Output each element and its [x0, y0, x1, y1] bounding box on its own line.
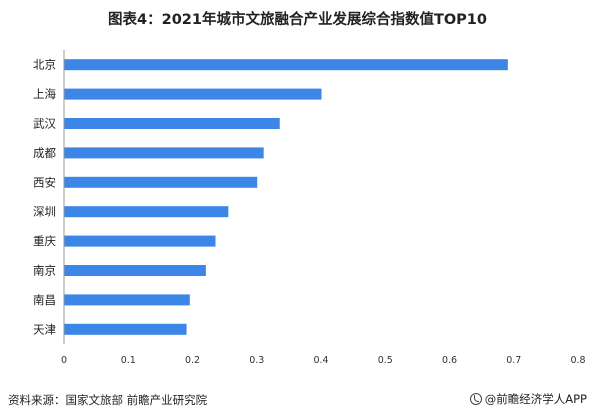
- chart-title: 图表4：2021年城市文旅融合产业发展综合指数值TOP10: [108, 12, 487, 28]
- bar-10: [64, 323, 187, 335]
- bar-8: [64, 265, 206, 276]
- bar-3: [64, 118, 280, 129]
- x-tick-label: 0.6: [442, 355, 457, 366]
- category-label: 南京: [33, 264, 56, 278]
- x-tick-label: 0.3: [249, 355, 264, 366]
- bar-5: [64, 176, 258, 188]
- category-label: 武汉: [33, 117, 56, 131]
- x-tick-label: 0.5: [378, 355, 393, 366]
- x-tick-label: 0.7: [506, 355, 521, 366]
- x-axis-ticks: 0 0.1 0.2 0.3 0.4 0.5 0.6 0.7 0.8: [61, 355, 586, 366]
- brand-text: @前瞻经济学人APP: [484, 392, 587, 406]
- bar-4: [64, 147, 264, 159]
- bar-1: [64, 59, 508, 71]
- category-label: 成都: [33, 146, 56, 160]
- x-tick-label: 0.2: [185, 355, 200, 366]
- x-tick-label: 0.8: [570, 355, 585, 366]
- brand-credit: @前瞻经济学人APP: [469, 391, 587, 407]
- x-tick-label: 0.4: [313, 355, 328, 366]
- category-label: 北京: [33, 58, 56, 72]
- x-tick-label: 0: [61, 355, 67, 366]
- bar-9: [64, 294, 190, 306]
- category-label: 南昌: [33, 293, 56, 307]
- category-label: 天津: [33, 322, 56, 336]
- x-tick-label: 0.1: [121, 355, 136, 366]
- category-label: 上海: [33, 87, 56, 101]
- category-label: 重庆: [33, 234, 56, 248]
- bar-layer: [64, 59, 508, 335]
- source-note: 资料来源：国家文旅部 前瞻产业研究院: [8, 393, 208, 407]
- bar-6: [64, 206, 229, 218]
- bar-2: [64, 88, 322, 100]
- category-label: 深圳: [33, 205, 56, 219]
- brand-logo-icon: [469, 393, 482, 405]
- category-label: 西安: [33, 175, 56, 189]
- bar-7: [64, 235, 216, 247]
